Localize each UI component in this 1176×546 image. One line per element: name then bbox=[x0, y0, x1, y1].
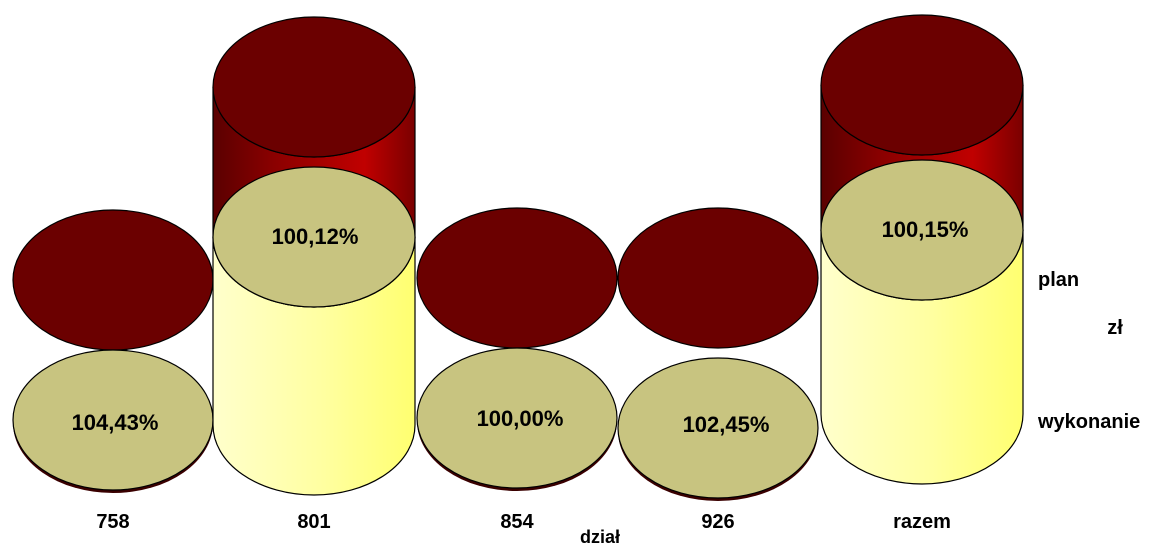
cylinder-plan-top-razem bbox=[821, 15, 1023, 155]
category-label-801: 801 bbox=[297, 511, 330, 533]
category-label-758: 758 bbox=[96, 511, 129, 533]
cylinder-plan-top-926 bbox=[618, 208, 818, 348]
data-label-801: 100,12% bbox=[272, 224, 359, 249]
series-label-plan: plan bbox=[1038, 269, 1079, 291]
cylinder-plan-top-854 bbox=[417, 208, 617, 348]
data-label-razem: 100,15% bbox=[882, 217, 969, 242]
x-axis-title: dział bbox=[580, 527, 620, 546]
category-label-926: 926 bbox=[701, 511, 734, 533]
data-label-926: 102,45% bbox=[683, 412, 770, 437]
category-label-854: 854 bbox=[500, 511, 534, 533]
series-label-wykonanie: wykonanie bbox=[1037, 411, 1140, 433]
data-label-758: 104,43% bbox=[72, 410, 159, 435]
y-axis-title: zł bbox=[1107, 317, 1123, 339]
cylinder-plan-top-801 bbox=[213, 17, 415, 157]
data-label-854: 100,00% bbox=[477, 406, 564, 431]
category-label-razem: razem bbox=[893, 511, 951, 533]
cylinder-plan-top-758 bbox=[13, 210, 213, 350]
